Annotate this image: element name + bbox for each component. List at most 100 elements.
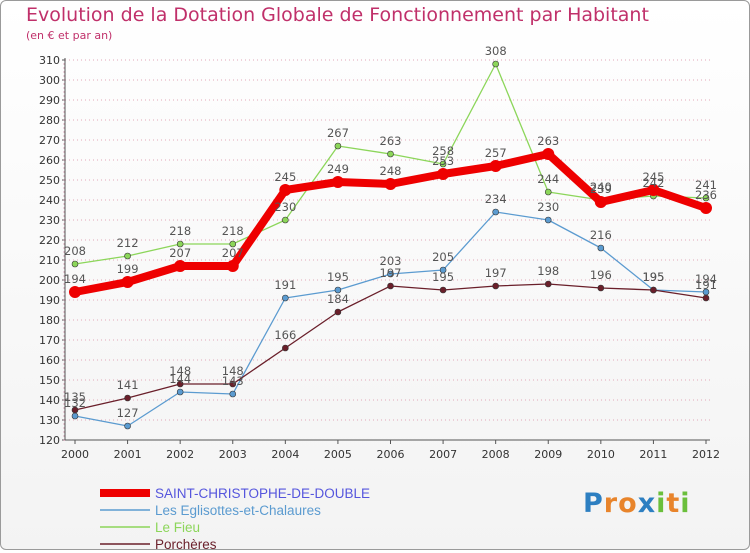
y-tick-label: 240 — [39, 194, 60, 207]
data-label: 184 — [327, 292, 349, 306]
data-label: 257 — [485, 146, 507, 160]
data-point — [702, 294, 710, 302]
legend-swatch-saint-christophe — [100, 489, 150, 497]
x-tick-label: 2002 — [166, 448, 194, 461]
chart-subtitle: (en € et par an) — [26, 29, 113, 42]
x-tick-label: 2008 — [482, 448, 510, 461]
x-tick-label: 2000 — [61, 448, 89, 461]
y-tick-label: 290 — [39, 94, 60, 107]
data-label: 135 — [64, 390, 86, 404]
data-point — [650, 286, 657, 294]
data-point — [282, 216, 289, 224]
data-point — [282, 294, 289, 302]
data-point — [279, 184, 292, 196]
data-label: 245 — [642, 170, 664, 184]
x-tick-label: 2007 — [429, 448, 457, 461]
x-tick-label: 2003 — [219, 448, 247, 461]
data-point — [176, 240, 184, 248]
data-point — [174, 260, 187, 272]
data-point — [387, 150, 394, 158]
data-point — [439, 266, 447, 274]
y-tick-label: 190 — [39, 294, 60, 307]
data-label: 216 — [590, 228, 612, 242]
y-tick-label: 280 — [39, 114, 60, 127]
legend-swatch-eglisottes — [100, 509, 150, 511]
series-line — [74, 211, 707, 427]
y-tick-label: 200 — [39, 274, 60, 287]
data-label: 263 — [380, 134, 402, 148]
data-point — [387, 282, 394, 290]
data-point — [492, 282, 499, 290]
data-point — [334, 286, 342, 294]
data-point — [439, 160, 447, 168]
data-point — [124, 252, 131, 260]
data-label: 127 — [117, 406, 139, 420]
data-label: 196 — [590, 268, 612, 282]
y-tick-label: 230 — [39, 214, 60, 227]
data-label: 195 — [642, 270, 664, 284]
y-tick-label: 150 — [39, 374, 60, 387]
data-label: 239 — [590, 182, 612, 196]
data-label: 195 — [432, 270, 454, 284]
data-label: 244 — [537, 172, 559, 186]
data-point — [542, 148, 555, 160]
y-tick-label: 120 — [39, 434, 60, 447]
data-point — [492, 208, 499, 216]
data-point — [594, 196, 607, 208]
data-label: 218 — [169, 224, 191, 238]
data-point — [384, 178, 397, 190]
data-label: 148 — [222, 364, 244, 378]
logo-letter: x — [637, 488, 657, 519]
data-label: 308 — [485, 44, 507, 58]
data-label: 207 — [169, 246, 191, 260]
data-label: 241 — [695, 178, 717, 192]
data-point — [489, 160, 502, 172]
y-tick-label: 160 — [39, 354, 60, 367]
data-point — [176, 380, 184, 388]
data-point — [544, 188, 552, 196]
data-label: 132 — [64, 396, 86, 410]
legend-label-saint-christophe: SAINT-CHRISTOPHE-DE-DOUBLE — [155, 486, 371, 501]
y-tick-label: 250 — [39, 174, 60, 187]
data-label: 143 — [222, 374, 244, 388]
data-label: 195 — [327, 270, 349, 284]
x-tick-label: 2009 — [534, 448, 562, 461]
legend-label-le-fieu: Le Fieu — [155, 520, 201, 535]
data-point — [492, 60, 499, 68]
data-point — [544, 280, 552, 288]
x-tick-label: 2010 — [587, 448, 615, 461]
data-label: 203 — [380, 254, 402, 268]
data-point — [229, 240, 237, 248]
data-point — [124, 422, 131, 430]
data-point — [387, 270, 394, 278]
legend-label-eglisottes: Les Eglisottes-et-Chalaures — [155, 503, 321, 518]
data-point — [226, 260, 239, 272]
data-label: 230 — [537, 200, 559, 214]
series-line — [74, 283, 707, 411]
data-label: 195 — [642, 270, 664, 284]
data-label: 230 — [274, 200, 296, 214]
proxiti-logo: Proxiti — [583, 488, 691, 519]
data-label: 218 — [222, 224, 244, 238]
y-tick-label: 180 — [39, 314, 60, 327]
data-label: 267 — [327, 126, 349, 140]
data-label: 207 — [222, 246, 244, 260]
y-tick-label: 210 — [39, 254, 60, 267]
data-label: 248 — [380, 164, 402, 178]
data-label: 249 — [327, 162, 349, 176]
data-point — [437, 168, 450, 180]
data-point — [597, 244, 605, 252]
data-point — [334, 142, 342, 150]
legend-swatch-le-fieu — [100, 526, 150, 528]
logo-letter: i — [656, 488, 667, 519]
y-tick-label: 170 — [39, 334, 60, 347]
data-label: 258 — [432, 144, 454, 158]
data-point — [439, 286, 447, 294]
data-label: 236 — [695, 188, 717, 202]
data-point — [700, 202, 712, 214]
data-point — [69, 286, 81, 298]
x-tick-label: 2001 — [114, 448, 142, 461]
data-point — [229, 390, 237, 398]
y-tick-label: 220 — [39, 234, 60, 247]
y-tick-label: 300 — [39, 74, 60, 87]
